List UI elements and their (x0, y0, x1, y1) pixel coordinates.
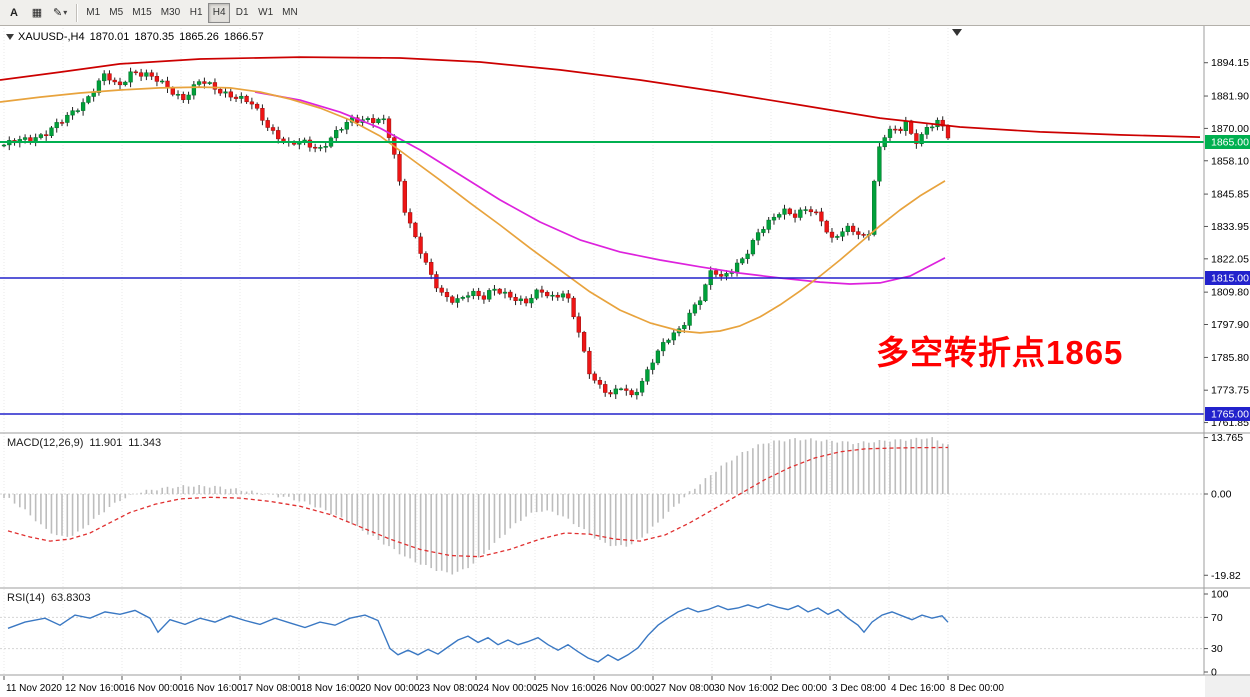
svg-text:70: 70 (1211, 612, 1223, 624)
svg-text:16 Nov 16:00: 16 Nov 16:00 (183, 683, 243, 694)
svg-text:27 Nov 08:00: 27 Nov 08:00 (655, 683, 715, 694)
svg-text:1865.00: 1865.00 (1211, 137, 1249, 149)
rsi-indicator-label: RSI(14) 63.8303 (7, 592, 97, 604)
timeframe-mn-button[interactable]: MN (278, 3, 302, 23)
timeframe-m5-button[interactable]: M5 (105, 3, 127, 23)
slow-ma-line (0, 56, 1201, 138)
price-tag-1865.00 (1205, 135, 1250, 149)
svg-text:11 Nov 2020: 11 Nov 2020 (6, 683, 62, 694)
svg-text:1881.90: 1881.90 (1211, 91, 1249, 103)
svg-text:1809.80: 1809.80 (1211, 287, 1249, 299)
macd-main-value: 11.901 (89, 437, 123, 449)
svg-text:1773.75: 1773.75 (1211, 385, 1249, 397)
svg-text:1894.15: 1894.15 (1211, 57, 1249, 69)
macd-indicator-label: MACD(12,26,9) 11.901 11.343 (7, 437, 167, 449)
mid-ma-line (254, 91, 946, 285)
svg-text:30 Nov 16:00: 30 Nov 16:00 (714, 683, 774, 694)
svg-text:16 Nov 00:00: 16 Nov 00:00 (124, 683, 184, 694)
macd-name: MACD(12,26,9) (7, 437, 84, 449)
svg-text:1833.95: 1833.95 (1211, 221, 1249, 233)
svg-text:20 Nov 00:00: 20 Nov 00:00 (360, 683, 420, 694)
pane-separators[interactable] (0, 26, 1250, 676)
price-tag-1765.00 (1205, 407, 1250, 421)
svg-text:4 Dec 16:00: 4 Dec 16:00 (891, 683, 945, 694)
rsi-value: 63.8303 (50, 592, 91, 604)
price-axis[interactable]: 1894.15 1881.90 1870.00 1858.10 1845.85 1833.… (1204, 57, 1250, 679)
svg-text:18 Nov 16:00: 18 Nov 16:00 (301, 683, 361, 694)
pencil-icon: ✎ (53, 7, 63, 19)
price-tag-1815.00 (1205, 271, 1250, 285)
svg-text:-19.82: -19.82 (1211, 570, 1241, 582)
toolbar-separator (76, 3, 79, 22)
chart-shift-marker[interactable] (952, 29, 962, 36)
chart-text-annotation[interactable]: 多空转折点1865 (876, 334, 1124, 371)
symbol-timeframe: XAUUSD-,H4 (18, 31, 85, 43)
time-axis[interactable]: 11 Nov 2020 12 Nov 16:00 16 Nov 00:00 16 No… (3, 676, 1004, 694)
svg-text:12 Nov 16:00: 12 Nov 16:00 (65, 683, 125, 694)
object-tool-button[interactable]: ▦ (26, 3, 48, 23)
drawing-tool-button[interactable]: ✎ ▾ (49, 3, 71, 23)
timeframe-m1-button[interactable]: M1 (82, 3, 104, 23)
svg-text:1797.90: 1797.90 (1211, 319, 1249, 331)
object-grid-icon: ▦ (31, 7, 43, 19)
expand-triangle-icon[interactable] (6, 34, 14, 40)
rsi-name: RSI(14) (7, 592, 45, 604)
svg-text:25 Nov 16:00: 25 Nov 16:00 (537, 683, 597, 694)
svg-text:0.00: 0.00 (1211, 489, 1232, 501)
svg-text:30: 30 (1211, 643, 1223, 655)
timeframe-m30-button[interactable]: M30 (157, 3, 184, 23)
svg-text:26 Nov 00:00: 26 Nov 00:00 (596, 683, 656, 694)
rsi-line (7, 603, 949, 663)
macd-signal-value: 11.343 (128, 437, 162, 449)
svg-text:2 Dec 00:00: 2 Dec 00:00 (773, 683, 827, 694)
svg-text:17 Nov 08:00: 17 Nov 08:00 (242, 683, 302, 694)
ohlc-high: 1870.35 (134, 31, 175, 43)
macd-signal-line (7, 446, 949, 558)
ohlc-open: 1870.01 (89, 31, 130, 43)
svg-text:1822.05: 1822.05 (1211, 253, 1249, 265)
svg-text:3 Dec 08:00: 3 Dec 08:00 (832, 683, 886, 694)
svg-text:8 Dec 00:00: 8 Dec 00:00 (950, 683, 1004, 694)
ohlc-low: 1865.26 (179, 31, 219, 43)
timeframe-h1-button[interactable]: H1 (185, 3, 207, 23)
timeframe-d1-button[interactable]: D1 (231, 3, 253, 23)
ohlc-close: 1866.57 (223, 31, 264, 43)
timeframe-w1-button[interactable]: W1 (254, 3, 277, 23)
svg-text:1870.00: 1870.00 (1211, 123, 1249, 135)
svg-text:23 Nov 08:00: 23 Nov 08:00 (419, 683, 479, 694)
text-label-tool-button[interactable]: A (3, 3, 25, 23)
timeframe-h4-button[interactable]: H4 (208, 2, 231, 23)
svg-text:0: 0 (1211, 667, 1217, 679)
letter-a-icon: A (10, 6, 18, 19)
svg-text:1858.10: 1858.10 (1211, 155, 1249, 167)
chart-title: XAUUSD-,H4 1870.01 1870.35 1865.26 1866.57 (18, 31, 269, 43)
svg-text:1765.00: 1765.00 (1211, 409, 1249, 421)
svg-text:24 Nov 00:00: 24 Nov 00:00 (478, 683, 538, 694)
timeframe-m15-button[interactable]: M15 (128, 3, 155, 23)
svg-text:1785.80: 1785.80 (1211, 352, 1249, 364)
svg-text:100: 100 (1211, 589, 1229, 601)
macd-histogram (3, 437, 949, 575)
fast-ma-line (0, 86, 946, 334)
svg-text:1845.85: 1845.85 (1211, 189, 1249, 201)
toolbar: A ▦ ✎ ▾ M1 M5 M15 M30 H1 H4 D1 W1 MN (0, 0, 1250, 26)
svg-text:13.765: 13.765 (1211, 432, 1243, 444)
candles (1, 67, 951, 400)
svg-text:1815.00: 1815.00 (1211, 273, 1249, 285)
chevron-down-icon: ▾ (63, 8, 68, 17)
